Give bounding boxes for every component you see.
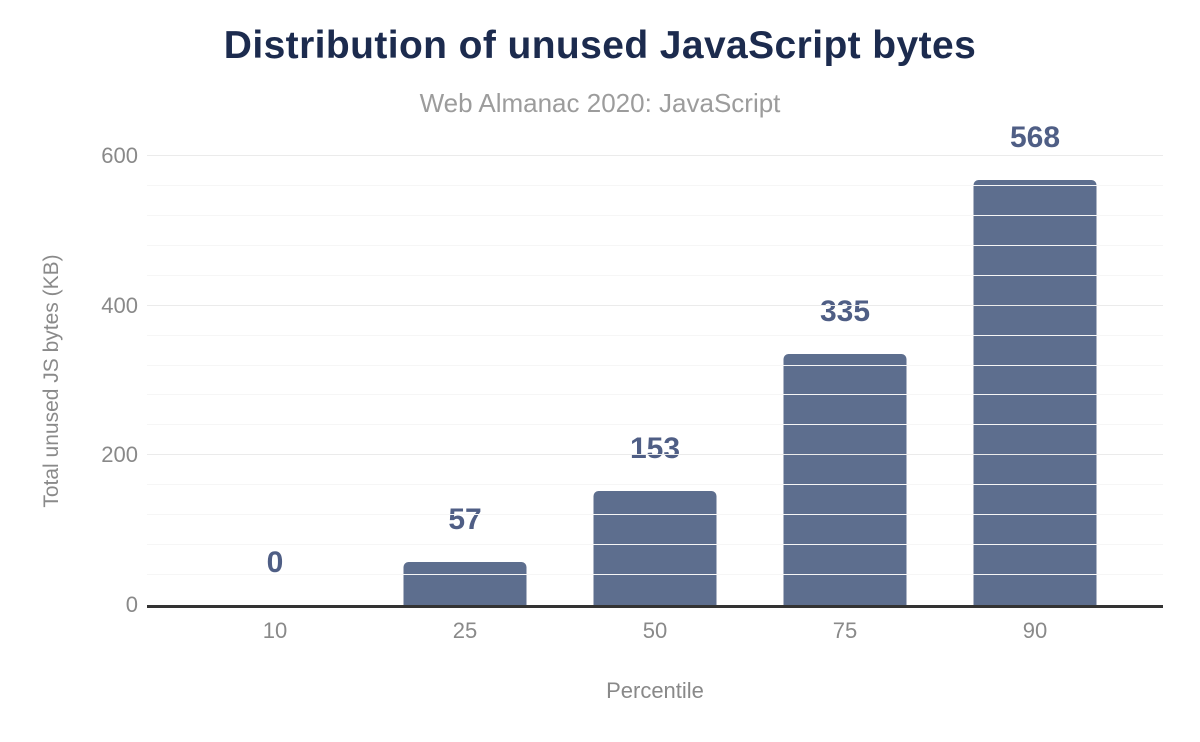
- bar[interactable]: [783, 354, 907, 605]
- x-tick-label: 90: [1022, 618, 1048, 643]
- plot-area: 0 57 153 335 568: [147, 123, 1163, 608]
- x-axis-ticks: 10 25 50 75 90: [180, 618, 1130, 644]
- bar[interactable]: [593, 491, 717, 605]
- bar-slot: 335: [750, 156, 940, 605]
- y-axis-title: Total unused JS bytes (KB): [40, 254, 63, 508]
- y-tick-label: 600: [101, 143, 138, 168]
- bars-container: 0 57 153 335 568: [180, 123, 1130, 605]
- y-tick-label: 0: [125, 592, 138, 617]
- minor-gridline: [147, 574, 1163, 575]
- chart-title: Distribution of unused JavaScript bytes: [223, 24, 977, 67]
- minor-gridline: [147, 215, 1163, 216]
- bar-value-label: 0: [266, 546, 284, 579]
- minor-gridline: [147, 514, 1163, 515]
- minor-gridline: [147, 275, 1163, 276]
- major-gridline: [147, 305, 1163, 306]
- minor-gridline: [147, 424, 1163, 425]
- bar-slot: 568: [940, 123, 1130, 605]
- minor-gridline: [147, 185, 1163, 186]
- minor-gridline: [147, 365, 1163, 366]
- minor-gridline: [147, 544, 1163, 545]
- bar-value-label: 57: [448, 503, 482, 536]
- bar-value-label: 153: [629, 432, 681, 465]
- bar-value-label: 335: [819, 295, 871, 328]
- y-tick-label: 200: [101, 442, 138, 467]
- bar-slot: 57: [370, 156, 560, 605]
- x-tick-label: 25: [452, 618, 478, 643]
- major-gridline: [147, 454, 1163, 455]
- x-tick-label: 75: [832, 618, 858, 643]
- y-tick-label: 400: [101, 293, 138, 318]
- bar[interactable]: [973, 180, 1097, 605]
- x-tick-label: 10: [262, 618, 288, 643]
- minor-gridline: [147, 394, 1163, 395]
- chart-subtitle: Web Almanac 2020: JavaScript: [419, 88, 781, 118]
- bar-value-label: 568: [1009, 121, 1061, 154]
- bar-slot: 0: [180, 156, 370, 605]
- bar-slot: 153: [560, 156, 750, 605]
- bar[interactable]: [403, 562, 527, 605]
- minor-gridline: [147, 335, 1163, 336]
- minor-gridline: [147, 245, 1163, 246]
- major-gridline: [147, 155, 1163, 156]
- x-axis-title: Percentile: [606, 678, 704, 703]
- minor-gridline: [147, 484, 1163, 485]
- x-tick-label: 50: [642, 618, 668, 643]
